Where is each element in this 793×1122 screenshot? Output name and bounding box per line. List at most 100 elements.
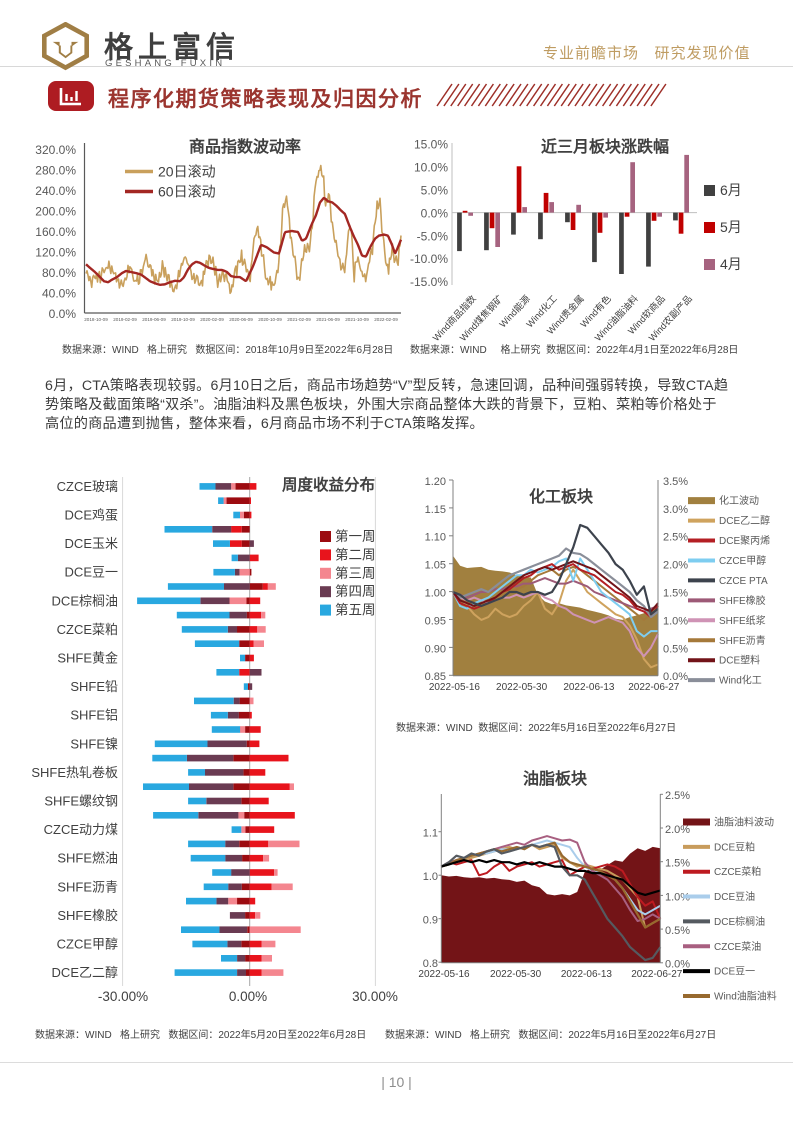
svg-text:3.5%: 3.5% xyxy=(663,476,688,488)
svg-text:2020-10-09: 2020-10-09 xyxy=(258,317,282,322)
svg-text:0.85: 0.85 xyxy=(425,671,446,683)
svg-text:2020-02-09: 2020-02-09 xyxy=(200,317,224,322)
svg-text:DCE塑料: DCE塑料 xyxy=(719,654,760,667)
svg-text:DCE棕榈油: DCE棕榈油 xyxy=(714,915,765,928)
svg-text:-5.0%: -5.0% xyxy=(417,229,449,243)
svg-text:200.0%: 200.0% xyxy=(35,205,76,219)
svg-text:第一周: 第一周 xyxy=(335,528,376,544)
svg-text:SHFE橡胶: SHFE橡胶 xyxy=(57,908,118,923)
svg-text:160.0%: 160.0% xyxy=(35,225,76,239)
svg-text:Wind油脂油料: Wind油脂油料 xyxy=(714,990,777,1003)
svg-text:0.90: 0.90 xyxy=(425,643,446,655)
svg-text:油脂板块: 油脂板块 xyxy=(523,769,588,788)
svg-text:320.0%: 320.0% xyxy=(35,143,76,157)
svg-text:DCE豆油: DCE豆油 xyxy=(714,890,755,903)
svg-text:DCE豆一: DCE豆一 xyxy=(714,966,755,978)
svg-text:-30.00%: -30.00% xyxy=(98,989,148,1004)
svg-text:SHFE纸浆: SHFE纸浆 xyxy=(719,614,766,627)
svg-text:2019-06-09: 2019-06-09 xyxy=(142,317,166,322)
svg-text:2019-10-09: 2019-10-09 xyxy=(171,317,195,322)
svg-text:2022-02-09: 2022-02-09 xyxy=(374,317,398,322)
svg-text:0.9: 0.9 xyxy=(423,915,438,927)
svg-text:DCE乙二醇: DCE乙二醇 xyxy=(52,965,118,980)
svg-text:5月: 5月 xyxy=(720,219,742,235)
svg-text:2018-10-09: 2018-10-09 xyxy=(84,317,108,322)
svg-text:DCE棕榈油: DCE棕榈油 xyxy=(52,593,118,608)
svg-text:2022-05-16: 2022-05-16 xyxy=(429,682,481,693)
svg-text:第三周: 第三周 xyxy=(335,565,376,581)
svg-text:SHFE铅: SHFE铅 xyxy=(70,679,118,694)
svg-text:DCE鸡蛋: DCE鸡蛋 xyxy=(65,508,118,523)
svg-text:1.00: 1.00 xyxy=(425,588,446,600)
svg-text:0.95: 0.95 xyxy=(425,615,446,627)
svg-text:10.0%: 10.0% xyxy=(414,161,448,175)
svg-text:Wind化工: Wind化工 xyxy=(719,674,762,687)
svg-text:-10.0%: -10.0% xyxy=(410,252,448,266)
svg-text:1.20: 1.20 xyxy=(425,476,446,488)
svg-text:1.1: 1.1 xyxy=(423,828,438,840)
svg-text:第五周: 第五周 xyxy=(335,602,376,618)
svg-text:SHFE镍: SHFE镍 xyxy=(70,736,118,751)
svg-text:0.8: 0.8 xyxy=(423,958,438,970)
svg-text:化工波动: 化工波动 xyxy=(719,494,759,507)
svg-text:DCE豆一: DCE豆一 xyxy=(65,565,118,580)
svg-text:15.0%: 15.0% xyxy=(414,138,448,152)
svg-text:2020-06-09: 2020-06-09 xyxy=(229,317,253,322)
svg-text:280.0%: 280.0% xyxy=(35,164,76,178)
svg-text:1.5%: 1.5% xyxy=(663,588,688,600)
svg-text:CZCE菜粕: CZCE菜粕 xyxy=(57,622,118,637)
svg-text:80.0%: 80.0% xyxy=(42,266,76,280)
svg-text:2021-06-09: 2021-06-09 xyxy=(316,317,340,322)
svg-text:SHFE黄金: SHFE黄金 xyxy=(57,651,118,666)
svg-text:6月: 6月 xyxy=(720,182,742,198)
svg-text:CZCE甲醇: CZCE甲醇 xyxy=(57,937,118,952)
svg-text:CZCE PTA: CZCE PTA xyxy=(719,576,768,587)
svg-text:周度收益分布: 周度收益分布 xyxy=(282,475,375,494)
svg-text:SHFE橡胶: SHFE橡胶 xyxy=(719,594,766,607)
svg-text:近三月板块涨跌幅: 近三月板块涨跌幅 xyxy=(541,137,669,156)
svg-text:第二周: 第二周 xyxy=(335,546,376,562)
svg-text:0.0%: 0.0% xyxy=(421,206,449,220)
svg-text:2022-06-13: 2022-06-13 xyxy=(561,969,613,980)
svg-text:0.0%: 0.0% xyxy=(49,307,77,321)
svg-text:DCE玉米: DCE玉米 xyxy=(65,536,118,551)
svg-text:3.0%: 3.0% xyxy=(663,504,688,516)
svg-text:油脂油料波动: 油脂油料波动 xyxy=(714,816,774,829)
svg-text:2.5%: 2.5% xyxy=(665,790,690,802)
svg-text:2022-06-27: 2022-06-27 xyxy=(631,969,683,980)
svg-text:0.5%: 0.5% xyxy=(663,643,688,655)
svg-text:2019-02-09: 2019-02-09 xyxy=(113,317,137,322)
svg-text:SHFE沥青: SHFE沥青 xyxy=(719,634,766,647)
svg-text:2022-05-30: 2022-05-30 xyxy=(490,969,542,980)
svg-text:化工板块: 化工板块 xyxy=(529,487,594,506)
svg-text:0.5%: 0.5% xyxy=(665,925,690,937)
svg-text:2022-06-27: 2022-06-27 xyxy=(628,682,680,693)
svg-text:2.0%: 2.0% xyxy=(665,824,690,836)
svg-text:1.0: 1.0 xyxy=(423,871,438,883)
svg-text:20日滚动: 20日滚动 xyxy=(158,164,216,180)
svg-text:CZCE动力煤: CZCE动力煤 xyxy=(44,822,118,837)
svg-text:2022-05-16: 2022-05-16 xyxy=(418,969,470,980)
svg-text:1.15: 1.15 xyxy=(425,504,446,516)
svg-text:60日滚动: 60日滚动 xyxy=(158,184,216,200)
svg-text:-15.0%: -15.0% xyxy=(410,275,448,289)
svg-text:2.5%: 2.5% xyxy=(663,532,688,544)
svg-text:CZCE玻璃: CZCE玻璃 xyxy=(57,479,118,494)
svg-text:CZCE菜油: CZCE菜油 xyxy=(714,940,761,953)
svg-text:1.05: 1.05 xyxy=(425,560,446,572)
svg-text:4月: 4月 xyxy=(720,256,742,272)
svg-text:2022-06-13: 2022-06-13 xyxy=(563,682,615,693)
svg-text:1.0%: 1.0% xyxy=(663,615,688,627)
svg-text:2.0%: 2.0% xyxy=(663,560,688,572)
svg-text:1.10: 1.10 xyxy=(425,532,446,544)
svg-text:5.0%: 5.0% xyxy=(421,183,449,197)
svg-text:商品指数波动率: 商品指数波动率 xyxy=(189,137,301,156)
svg-text:0.0%: 0.0% xyxy=(665,959,690,971)
svg-text:30.00%: 30.00% xyxy=(352,989,398,1004)
svg-text:DCE聚丙烯: DCE聚丙烯 xyxy=(719,534,770,547)
svg-text:CZCE菜粕: CZCE菜粕 xyxy=(714,865,761,878)
svg-text:SHFE热轧卷板: SHFE热轧卷板 xyxy=(31,765,118,780)
svg-text:240.0%: 240.0% xyxy=(35,184,76,198)
svg-text:2021-02-09: 2021-02-09 xyxy=(287,317,311,322)
svg-text:第四周: 第四周 xyxy=(335,583,376,599)
